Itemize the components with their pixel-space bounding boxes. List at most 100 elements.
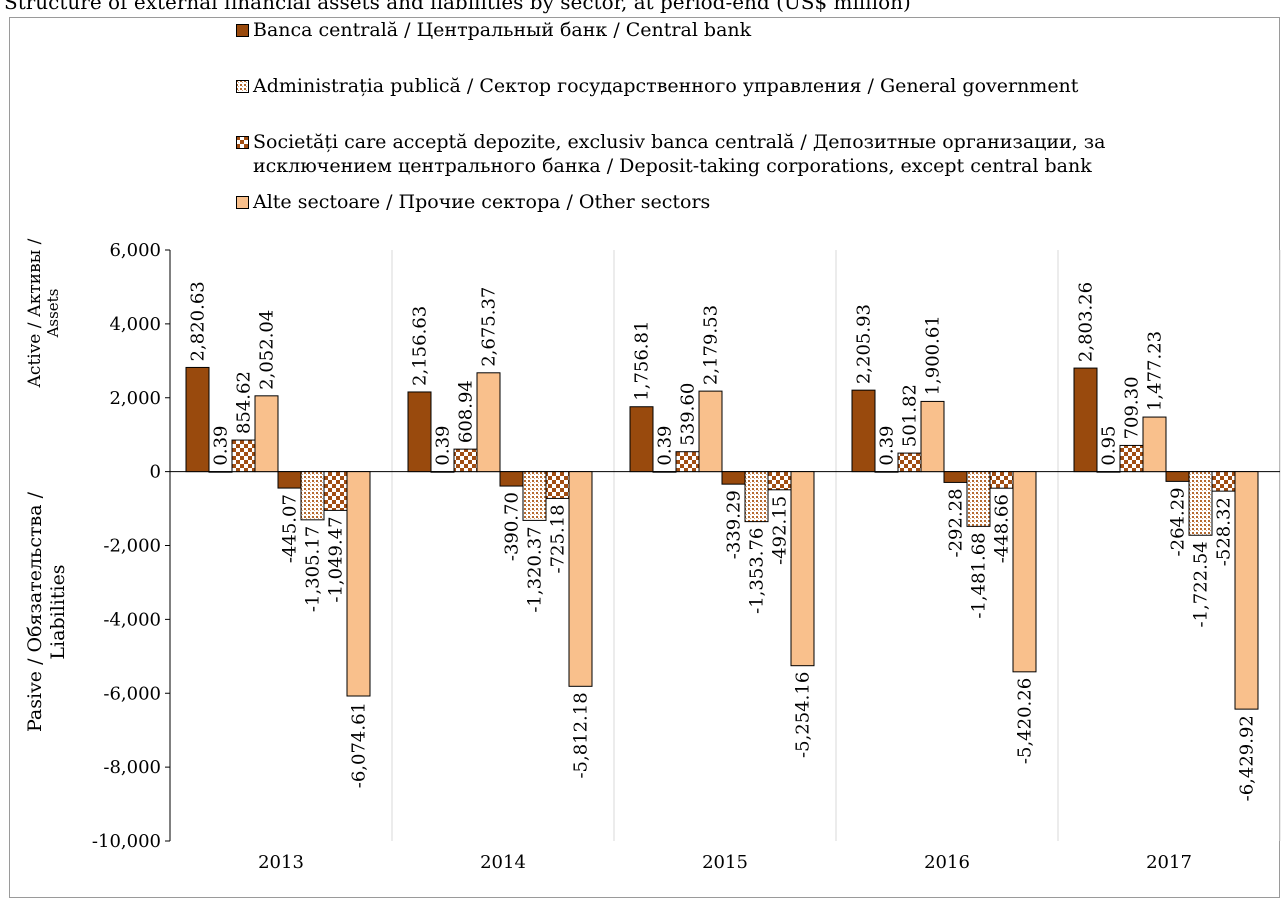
data-label: 2,156.63 bbox=[410, 306, 431, 386]
bars-layer bbox=[185, 366, 1259, 710]
x-tick-label: 2014 bbox=[480, 852, 526, 873]
bar-dt-assets-2015 bbox=[675, 451, 700, 473]
data-label: -390.70 bbox=[502, 492, 523, 561]
bar-cb-assets-2017 bbox=[1073, 367, 1098, 473]
bar-os-liab-2017 bbox=[1234, 471, 1259, 710]
data-label: -1,722.54 bbox=[1191, 541, 1212, 627]
bar-dt-assets-2016 bbox=[897, 452, 922, 473]
bar-gg-liab-2017 bbox=[1188, 471, 1213, 536]
data-label: 2,052.04 bbox=[257, 310, 278, 390]
bar-cb-assets-2016 bbox=[851, 389, 876, 473]
data-label: -292.28 bbox=[946, 488, 967, 557]
bar-os-assets-2015 bbox=[698, 390, 723, 473]
data-label: 2,803.26 bbox=[1076, 282, 1097, 362]
bar-dt-assets-2013 bbox=[231, 439, 256, 473]
data-label: -445.07 bbox=[280, 494, 301, 563]
bar-gg-assets-2016 bbox=[874, 471, 899, 473]
bar-cb-liab-2013 bbox=[277, 471, 302, 489]
bar-os-liab-2013 bbox=[346, 471, 371, 697]
data-label: 0.39 bbox=[433, 426, 454, 466]
y-axis-title-assets: Active / Активы /Assets bbox=[25, 238, 62, 388]
bar-cb-liab-2016 bbox=[943, 471, 968, 483]
legend: Banca centrală / Центральный банк / Cent… bbox=[236, 18, 1196, 214]
data-label: 501.82 bbox=[900, 384, 921, 447]
data-label: 539.60 bbox=[678, 383, 699, 446]
bar-gg-liab-2014 bbox=[522, 471, 547, 521]
legend-swatch-central-bank bbox=[236, 24, 249, 37]
legend-label-deposit-taking: Societăți care acceptă depozite, exclusi… bbox=[253, 131, 1106, 177]
data-label: -448.66 bbox=[992, 494, 1013, 563]
bar-gg-liab-2016 bbox=[966, 471, 991, 527]
y-tick-label: 2,000 bbox=[109, 388, 161, 409]
data-label: -492.15 bbox=[770, 496, 791, 565]
legend-item-deposit-taking: Societăți care acceptă depozite, exclusi… bbox=[236, 130, 1196, 190]
bar-gg-assets-2014 bbox=[430, 471, 455, 473]
data-label: -5,254.16 bbox=[793, 672, 814, 758]
legend-label-general-government: Administrația publică / Сектор государст… bbox=[253, 75, 1079, 97]
data-label: 1,756.81 bbox=[632, 321, 653, 401]
bar-os-assets-2016 bbox=[920, 400, 945, 473]
data-label: 0.39 bbox=[655, 426, 676, 466]
data-label: 0.39 bbox=[877, 426, 898, 466]
bar-cb-assets-2015 bbox=[629, 406, 654, 473]
bar-cb-liab-2014 bbox=[499, 471, 524, 487]
bar-os-liab-2015 bbox=[790, 471, 815, 667]
bar-dt-liab-2014 bbox=[545, 471, 570, 499]
x-tick-label: 2016 bbox=[924, 852, 970, 873]
legend-label-central-bank: Banca centrală / Центральный банк / Cent… bbox=[253, 19, 752, 41]
data-label: -725.18 bbox=[548, 504, 569, 573]
data-label: -528.32 bbox=[1214, 497, 1235, 566]
legend-swatch-deposit-taking bbox=[236, 136, 249, 149]
data-label: -6,429.92 bbox=[1237, 715, 1258, 801]
data-label: 2,675.37 bbox=[479, 287, 500, 367]
data-label: -1,049.47 bbox=[326, 516, 347, 602]
bar-dt-liab-2015 bbox=[767, 471, 792, 491]
y-tick-label: 0 bbox=[150, 462, 161, 483]
data-label: -264.29 bbox=[1168, 487, 1189, 556]
data-label: 854.62 bbox=[234, 371, 255, 434]
data-label: 2,179.53 bbox=[701, 305, 722, 385]
bar-gg-liab-2015 bbox=[744, 471, 769, 523]
y-tick-label: 6,000 bbox=[109, 240, 161, 261]
x-tick-label: 2013 bbox=[258, 852, 304, 873]
data-label: -5,812.18 bbox=[571, 692, 592, 778]
data-label: 0.39 bbox=[211, 426, 232, 466]
y-tick-label: -8,000 bbox=[103, 757, 161, 778]
data-label: 709.30 bbox=[1122, 376, 1143, 439]
bar-os-assets-2017 bbox=[1142, 416, 1167, 473]
data-label: 1,900.61 bbox=[923, 315, 944, 395]
data-label: -6,074.61 bbox=[349, 702, 370, 788]
bar-dt-liab-2016 bbox=[989, 471, 1014, 489]
y-tick-label: -10,000 bbox=[92, 831, 161, 852]
data-label: -1,305.17 bbox=[303, 526, 324, 612]
legend-swatch-other-sectors bbox=[236, 196, 249, 209]
data-label: -1,353.76 bbox=[747, 528, 768, 614]
bar-cb-liab-2017 bbox=[1165, 471, 1190, 482]
data-label: 1,477.23 bbox=[1145, 331, 1166, 411]
axes-layer: 6,000 4,000 2,000 0 -2,000 -4,000 -6,000 -8,000… bbox=[24, 238, 1281, 873]
legend-item-other-sectors: Alte sectoare / Прочие сектора / Other s… bbox=[236, 190, 1196, 214]
legend-label-other-sectors: Alte sectoare / Прочие сектора / Other s… bbox=[253, 191, 711, 213]
bar-cb-liab-2015 bbox=[721, 471, 746, 485]
bar-os-liab-2016 bbox=[1012, 471, 1037, 673]
y-tick-label: -4,000 bbox=[103, 609, 161, 630]
x-tick-label: 2015 bbox=[702, 852, 748, 873]
bar-cb-assets-2014 bbox=[407, 391, 432, 473]
bar-cb-assets-2013 bbox=[185, 366, 210, 473]
legend-swatch-general-government bbox=[236, 80, 249, 93]
bar-dt-liab-2017 bbox=[1211, 471, 1236, 492]
y-tick-label: -2,000 bbox=[103, 536, 161, 557]
bar-dt-assets-2017 bbox=[1119, 444, 1144, 473]
y-axis-title-liabilities: Pasive / Обязательства /Liabilities bbox=[24, 491, 69, 732]
x-tick-label: 2017 bbox=[1146, 852, 1192, 873]
bar-dt-assets-2014 bbox=[453, 448, 478, 473]
y-tick-label: -6,000 bbox=[103, 683, 161, 704]
data-label: -5,420.26 bbox=[1015, 678, 1036, 764]
legend-item-general-government: Administrația publică / Сектор государст… bbox=[236, 74, 1196, 130]
legend-item-central-bank: Banca centrală / Центральный банк / Cent… bbox=[236, 18, 1196, 74]
bar-gg-liab-2013 bbox=[300, 471, 325, 521]
data-label: 608.94 bbox=[456, 380, 477, 443]
bar-os-assets-2013 bbox=[254, 395, 279, 473]
